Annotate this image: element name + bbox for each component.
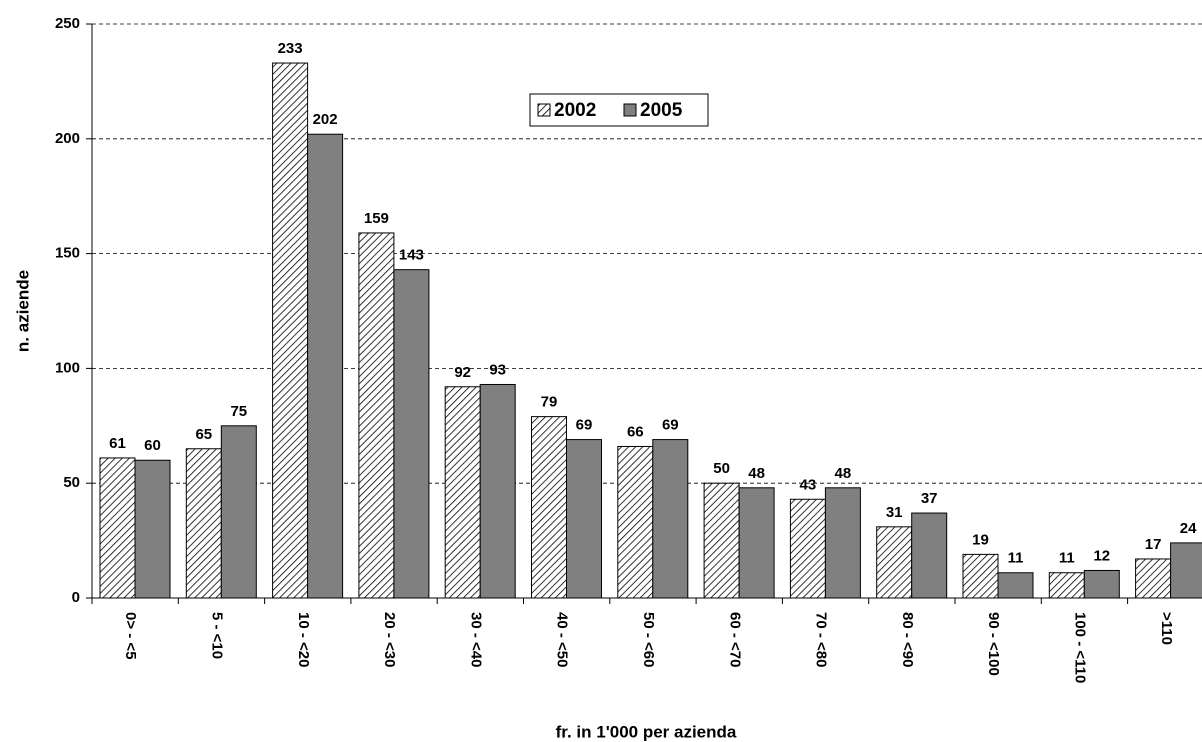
value-label: 93 — [489, 361, 506, 378]
value-label: 12 — [1093, 547, 1110, 564]
value-label: 19 — [972, 531, 989, 548]
bar — [652, 439, 689, 599]
legend-box — [529, 93, 709, 127]
value-label: 143 — [399, 247, 424, 264]
x-tick-label: 80 - <90 — [899, 612, 916, 667]
value-label: 202 — [313, 111, 338, 128]
bar — [393, 269, 430, 599]
value-label: 69 — [662, 417, 679, 434]
bar — [962, 553, 999, 599]
x-tick-label: 50 - <60 — [640, 612, 657, 667]
value-label: 92 — [454, 364, 471, 381]
y-tick-label: 50 — [63, 474, 80, 491]
value-label: 65 — [195, 426, 212, 443]
y-tick-label: 250 — [55, 15, 80, 32]
value-label: 66 — [627, 423, 644, 440]
value-label: 60 — [144, 437, 161, 454]
value-label: 48 — [748, 465, 765, 482]
value-label: 37 — [921, 490, 938, 507]
bar — [531, 416, 567, 599]
y-tick-label: 200 — [55, 130, 80, 147]
bar — [307, 133, 344, 599]
x-tick-label: 30 - <40 — [467, 612, 484, 667]
legend-label: 2005 — [640, 100, 683, 121]
value-label: 24 — [1180, 520, 1197, 537]
legend-label: 2002 — [554, 100, 596, 121]
legend-swatch — [623, 103, 637, 117]
value-label: 50 — [713, 460, 730, 477]
x-axis-label: fr. in 1'000 per azienda — [556, 722, 737, 741]
bar — [99, 457, 136, 599]
x-tick-label: 100 - <110 — [1071, 612, 1088, 683]
bar — [479, 383, 516, 599]
bar — [444, 386, 481, 599]
bar — [134, 459, 171, 599]
bar — [358, 232, 395, 599]
value-label: 11 — [1008, 550, 1024, 567]
x-tick-label: 70 - <80 — [813, 612, 830, 667]
bar — [272, 62, 309, 599]
value-label: 79 — [541, 394, 558, 411]
x-tick-label: 90 - <100 — [985, 612, 1002, 676]
bar — [185, 448, 222, 599]
bar — [824, 487, 861, 599]
bar — [997, 572, 1034, 599]
y-tick-label: 100 — [55, 359, 80, 376]
x-tick-label: 20 - <30 — [381, 612, 398, 667]
bar — [911, 512, 948, 599]
bar — [789, 498, 826, 599]
value-label: 31 — [886, 504, 903, 521]
bar — [1135, 558, 1172, 599]
x-tick-label: 5 - <10 — [208, 612, 225, 659]
bar — [738, 487, 775, 599]
bar — [1083, 569, 1120, 599]
x-tick-label: 60 - <70 — [726, 612, 743, 667]
x-tick-label: 10 - <20 — [295, 612, 312, 667]
legend-swatch — [537, 103, 551, 117]
value-label: 11 — [1059, 550, 1075, 567]
value-label: 233 — [278, 40, 303, 57]
value-label: 75 — [230, 403, 247, 420]
x-tick-label: 0> - <5 — [122, 612, 139, 660]
bar — [703, 482, 740, 599]
y-tick-label: 0 — [72, 589, 80, 606]
value-label: 17 — [1145, 536, 1162, 553]
bar — [617, 445, 654, 599]
value-label: 69 — [576, 417, 593, 434]
bar — [1170, 542, 1202, 599]
legend: 2002 2005 — [529, 93, 709, 127]
x-tick-label: >110 — [1158, 612, 1175, 645]
value-label: 48 — [835, 465, 852, 482]
x-tick-label: 40 - <50 — [554, 612, 571, 667]
value-label: 61 — [109, 435, 126, 452]
y-tick-label: 150 — [55, 245, 80, 262]
value-label: 159 — [364, 210, 389, 227]
bar — [876, 526, 913, 599]
bar — [566, 439, 602, 599]
y-axis-label: n. aziende — [13, 270, 32, 352]
bar — [220, 425, 257, 599]
value-label: 43 — [800, 476, 817, 493]
bar — [1048, 572, 1085, 599]
